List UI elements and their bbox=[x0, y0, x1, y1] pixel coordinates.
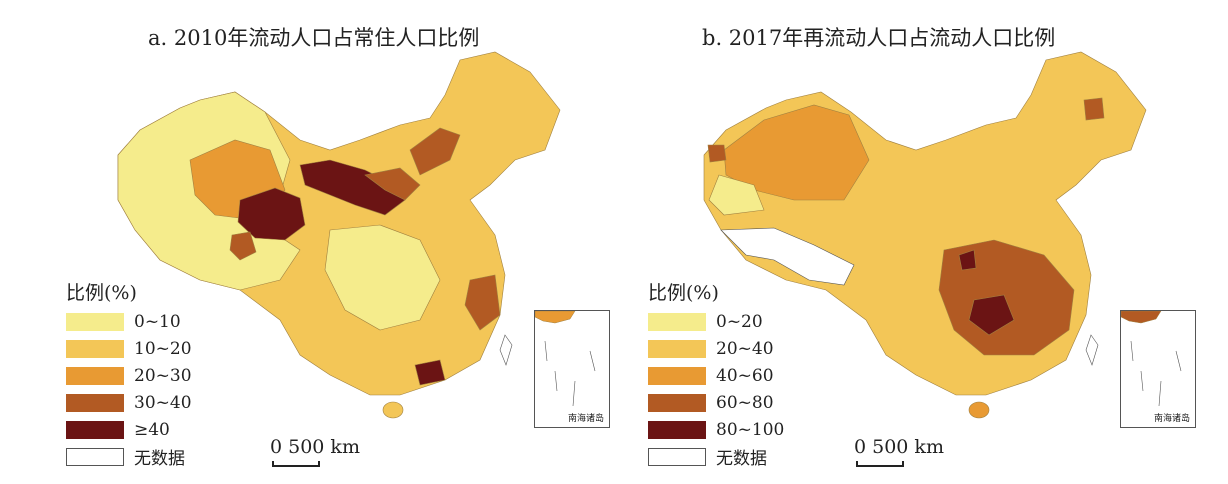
legend-label: 0~20 bbox=[716, 311, 763, 332]
legend-item: 0~10 bbox=[66, 308, 192, 335]
legend-item: 10~20 bbox=[66, 335, 192, 362]
inset-label: 南海诸岛 bbox=[1153, 414, 1190, 424]
legend-label: 40~60 bbox=[716, 365, 774, 386]
legend-swatch bbox=[648, 420, 706, 439]
legend-swatch bbox=[648, 447, 706, 466]
legend-label: 无数据 bbox=[716, 449, 767, 469]
legend: 比例(%) 0~10 10~20 20~30 30~40 ≥40 无数据 bbox=[66, 278, 192, 470]
legend-label: 20~40 bbox=[716, 338, 774, 359]
legend-swatch bbox=[66, 420, 124, 439]
map-title: a. 2010年流动人口占常住人口比例 bbox=[148, 26, 480, 50]
china-map-b bbox=[703, 51, 1147, 419]
south-china-sea-inset: 南海诸岛 bbox=[1120, 310, 1196, 428]
legend-label: 10~20 bbox=[134, 338, 192, 359]
china-map-a bbox=[117, 51, 561, 419]
legend-label: 0~10 bbox=[134, 311, 181, 332]
legend-item: 20~40 bbox=[648, 335, 784, 362]
legend-item: 20~30 bbox=[66, 362, 192, 389]
scale-bar-graphic bbox=[856, 461, 904, 467]
legend-item: 60~80 bbox=[648, 389, 784, 416]
legend-item: ≥40 bbox=[66, 416, 192, 443]
legend-label: 30~40 bbox=[134, 392, 192, 413]
inset-map bbox=[534, 310, 596, 407]
inset-map bbox=[1120, 310, 1182, 407]
map-title: b. 2017年再流动人口占流动人口比例 bbox=[702, 26, 1056, 50]
legend-swatch bbox=[66, 366, 124, 385]
legend-title: 比例(%) bbox=[66, 282, 137, 304]
legend-item: 无数据 bbox=[648, 443, 784, 470]
legend-item: 30~40 bbox=[66, 389, 192, 416]
legend-label: 60~80 bbox=[716, 392, 774, 413]
legend-title: 比例(%) bbox=[648, 282, 719, 304]
south-china-sea-inset: 南海诸岛 bbox=[534, 310, 610, 428]
legend-swatch bbox=[66, 393, 124, 412]
legend-swatch bbox=[648, 312, 706, 331]
legend-swatch bbox=[648, 393, 706, 412]
scale-bar-graphic bbox=[272, 461, 320, 467]
legend: 比例(%) 0~20 20~40 40~60 60~80 80~100 无数据 bbox=[648, 278, 784, 470]
scale-bar: 0 500 km bbox=[270, 436, 360, 467]
legend-swatch bbox=[66, 447, 124, 466]
map-panel-b: b. 2017年再流动人口占流动人口比例 比例(%) 0~20 20~40 40… bbox=[614, 0, 1228, 484]
legend-label: 20~30 bbox=[134, 365, 192, 386]
legend-item: 0~20 bbox=[648, 308, 784, 335]
legend-swatch bbox=[66, 339, 124, 358]
legend-swatch bbox=[66, 312, 124, 331]
inset-label: 南海诸岛 bbox=[567, 414, 604, 424]
legend-swatch bbox=[648, 339, 706, 358]
legend-swatch bbox=[648, 366, 706, 385]
legend-label: 无数据 bbox=[134, 449, 185, 469]
legend-label: ≥40 bbox=[134, 419, 170, 440]
legend-label: 80~100 bbox=[716, 419, 785, 440]
legend-item: 40~60 bbox=[648, 362, 784, 389]
map-panel-a: a. 2010年流动人口占常住人口比例 比例(%) 0~10 10~20 20~… bbox=[66, 26, 610, 470]
legend-item: 无数据 bbox=[66, 443, 192, 470]
scale-bar: 0 500 km bbox=[854, 436, 944, 467]
legend-item: 80~100 bbox=[648, 416, 784, 443]
scale-label: 0 500 km bbox=[270, 436, 360, 458]
scale-label: 0 500 km bbox=[854, 436, 944, 458]
